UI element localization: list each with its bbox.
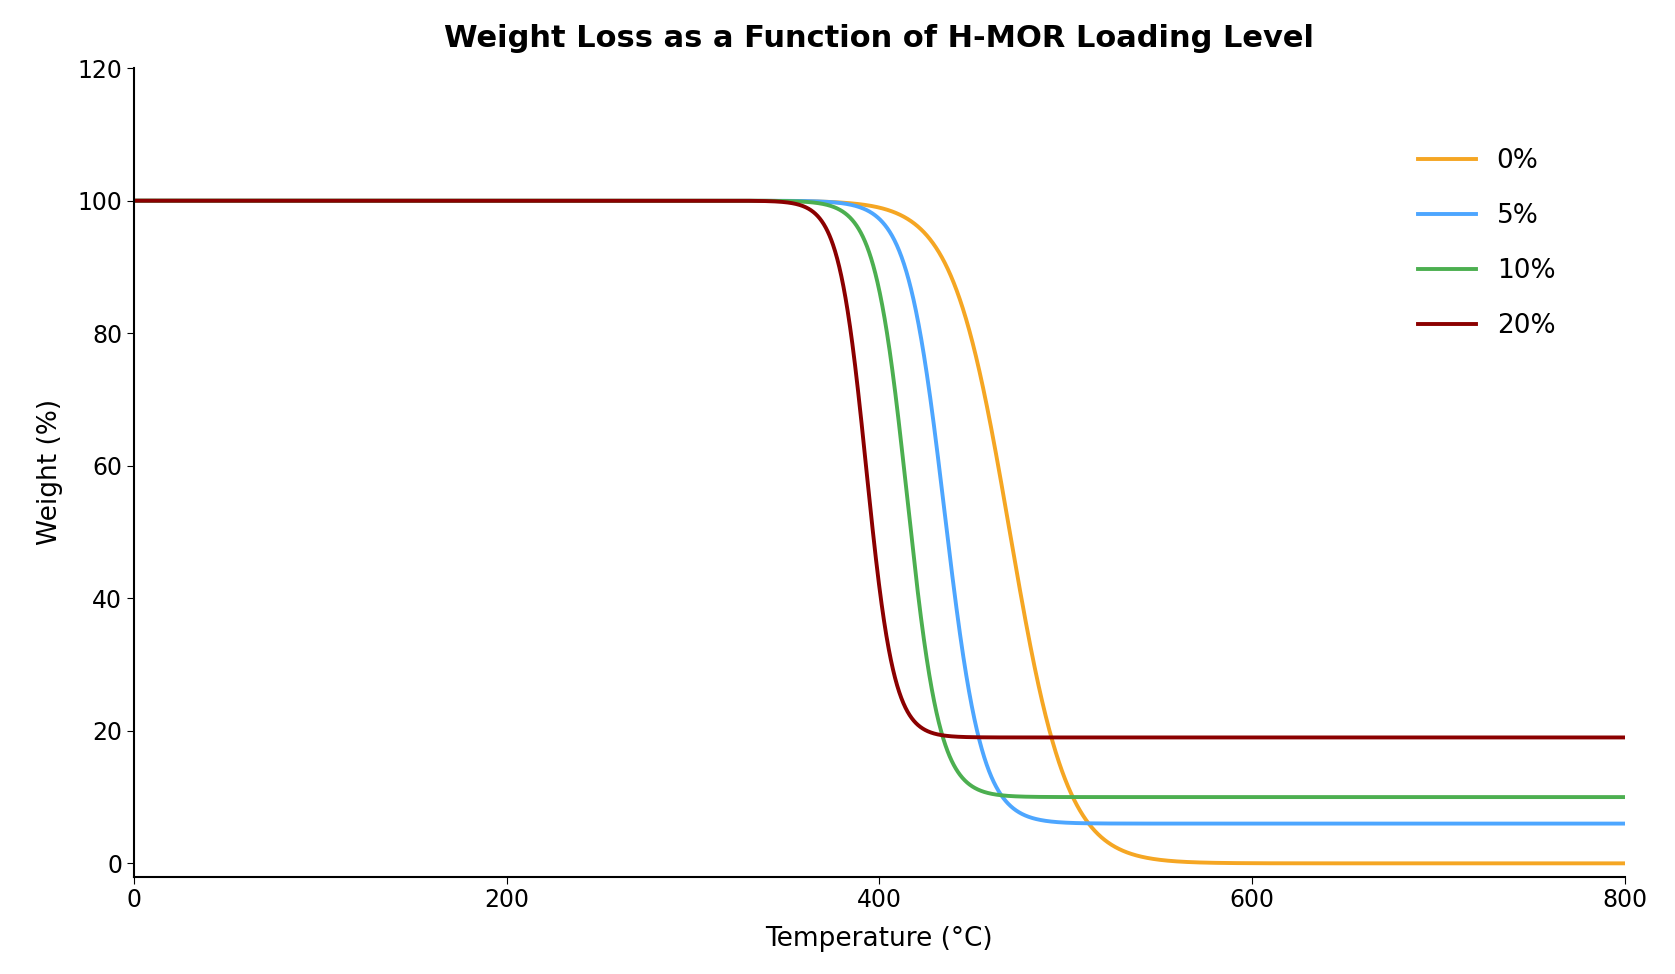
0% [1236,857,1256,869]
5% [693,195,714,206]
Line: 20%: 20% [134,201,1625,737]
Line: 0%: 0% [134,201,1625,863]
5% [395,195,415,206]
Line: 5%: 5% [134,201,1625,824]
Y-axis label: Weight (%): Weight (%) [37,399,64,545]
5% [1094,817,1114,829]
Title: Weight Loss as a Function of H-MOR Loading Level: Weight Loss as a Function of H-MOR Loadi… [444,24,1315,54]
10% [1533,791,1553,803]
5% [124,195,144,206]
20% [1615,731,1635,743]
20% [1350,731,1370,743]
X-axis label: Temperature (°C): Temperature (°C) [765,926,993,953]
10% [693,195,714,206]
10% [1094,791,1114,803]
0% [693,195,714,206]
20% [1385,731,1405,743]
0% [1350,857,1370,869]
10% [395,195,415,206]
20% [395,195,415,206]
Legend: 0%, 5%, 10%, 20%: 0%, 5%, 10%, 20% [1392,122,1581,365]
20% [124,195,144,206]
20% [1018,731,1038,743]
20% [1236,731,1256,743]
0% [1615,857,1635,869]
5% [1350,818,1370,830]
5% [1018,810,1038,822]
Line: 10%: 10% [134,201,1625,797]
0% [1018,628,1038,640]
10% [124,195,144,206]
10% [1615,791,1635,803]
5% [1615,818,1635,830]
0% [395,195,415,206]
0% [1094,833,1114,844]
10% [1350,791,1370,803]
10% [1236,791,1256,803]
0% [124,195,144,206]
10% [1018,791,1038,803]
5% [1236,818,1256,830]
20% [693,195,714,206]
5% [1615,818,1635,830]
20% [1094,731,1114,743]
